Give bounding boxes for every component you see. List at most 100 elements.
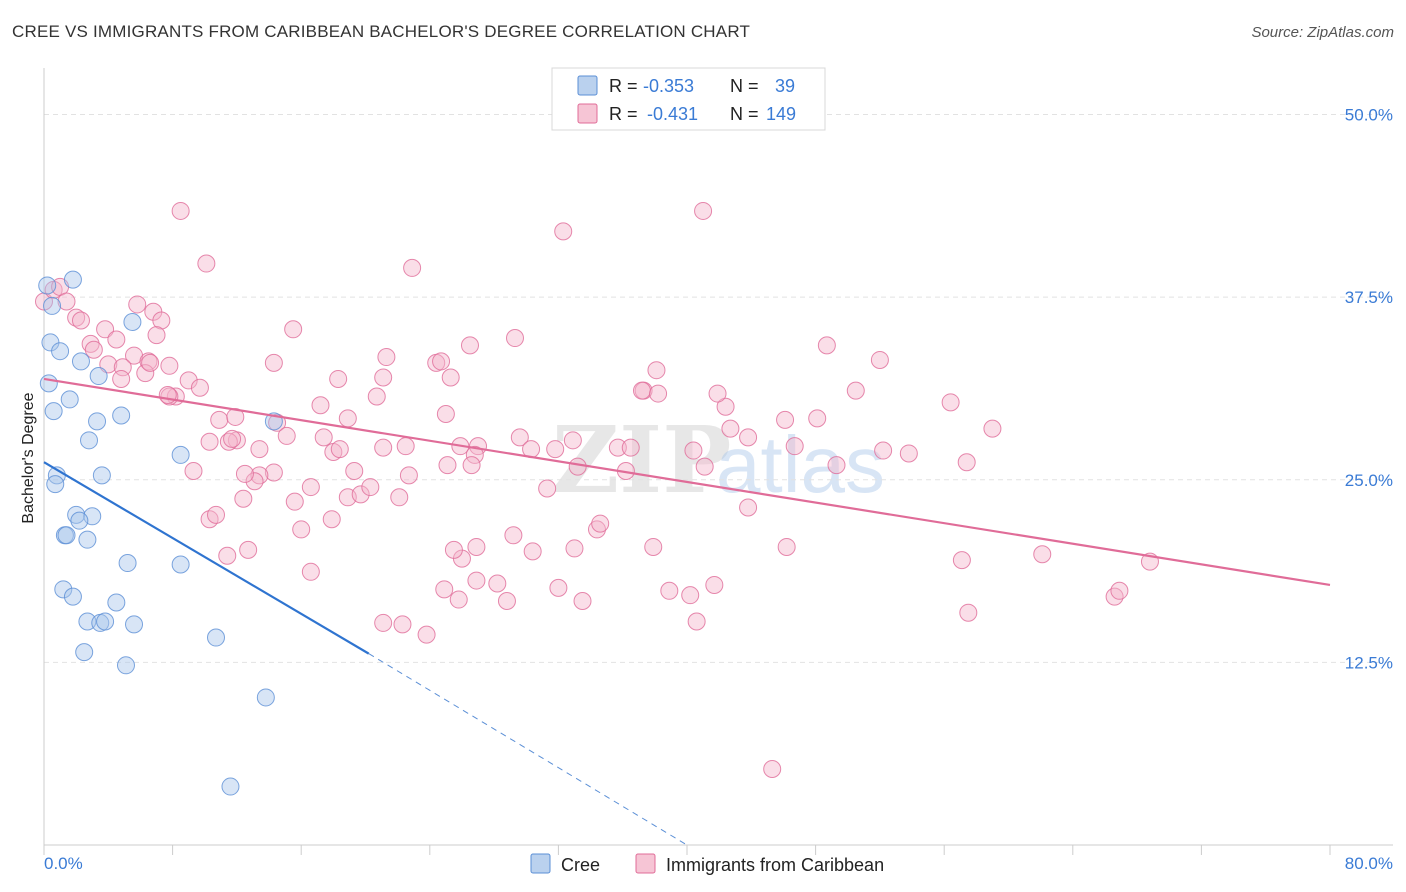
caribbean-point bbox=[568, 457, 587, 476]
caribbean-point bbox=[785, 437, 804, 456]
caribbean-trend-line bbox=[43, 377, 1331, 587]
caribbean-point bbox=[721, 419, 740, 438]
caribbean-point bbox=[351, 485, 370, 504]
caribbean-point bbox=[99, 355, 118, 374]
caribbean-point bbox=[417, 625, 436, 644]
cree-points bbox=[38, 270, 283, 796]
caribbean-point bbox=[777, 537, 796, 556]
cree-point bbox=[221, 777, 240, 796]
legend-n-label-caribbean: N = bbox=[730, 104, 759, 124]
cree-point bbox=[51, 342, 70, 361]
chart-title: CREE VS IMMIGRANTS FROM CARIBBEAN BACHEL… bbox=[12, 22, 751, 41]
caribbean-point bbox=[565, 539, 584, 558]
caribbean-point bbox=[438, 456, 457, 475]
caribbean-point bbox=[301, 562, 320, 581]
caribbean-point bbox=[277, 426, 296, 445]
caribbean-point bbox=[264, 463, 283, 482]
cree-point bbox=[70, 511, 89, 530]
y-tick-label: 25.0% bbox=[1345, 471, 1393, 490]
legend-r-value-cree: -0.353 bbox=[643, 76, 694, 96]
caribbean-point bbox=[808, 409, 827, 428]
caribbean-point bbox=[393, 615, 412, 634]
caribbean-point bbox=[184, 461, 203, 480]
cree-point bbox=[125, 615, 144, 634]
caribbean-point bbox=[367, 387, 386, 406]
caribbean-point bbox=[687, 612, 706, 631]
caribbean-point bbox=[245, 472, 264, 491]
caribbean-point bbox=[952, 551, 971, 570]
cree-point bbox=[256, 688, 275, 707]
correlation-legend: R = -0.353 N = 39 R = -0.431 N = 149 bbox=[551, 67, 826, 131]
caribbean-point bbox=[338, 409, 357, 428]
caribbean-point bbox=[81, 334, 100, 353]
caribbean-point bbox=[846, 381, 865, 400]
cree-point bbox=[38, 276, 57, 295]
caribbean-point bbox=[497, 592, 516, 611]
cree-point bbox=[78, 530, 97, 549]
caribbean-point bbox=[71, 311, 90, 330]
caribbean-point bbox=[467, 537, 486, 556]
caribbean-point bbox=[147, 326, 166, 345]
caribbean-point bbox=[510, 428, 529, 447]
cree-point bbox=[123, 312, 142, 331]
caribbean-point bbox=[200, 432, 219, 451]
caribbean-point bbox=[107, 330, 126, 349]
caribbean-point bbox=[210, 410, 229, 429]
cree-point bbox=[88, 412, 107, 431]
cree-trend-line bbox=[43, 461, 370, 655]
caribbean-point bbox=[235, 464, 254, 483]
cree-point bbox=[71, 352, 90, 371]
cree-point bbox=[207, 628, 226, 647]
caribbean-point bbox=[432, 352, 451, 371]
bottom-legend-cree: Cree bbox=[561, 855, 600, 875]
caribbean-point bbox=[587, 520, 606, 539]
caribbean-point bbox=[608, 438, 627, 457]
cree-point bbox=[46, 475, 65, 494]
legend-n-value-cree: 39 bbox=[775, 76, 795, 96]
cree-point bbox=[57, 526, 76, 545]
caribbean-point bbox=[705, 575, 724, 594]
caribbean-point bbox=[264, 353, 283, 372]
cree-point bbox=[75, 643, 94, 662]
caribbean-point bbox=[322, 510, 341, 529]
caribbean-point bbox=[763, 760, 782, 779]
caribbean-point bbox=[941, 393, 960, 412]
cree-point bbox=[39, 374, 58, 393]
watermark-atlas: atlas bbox=[716, 420, 885, 509]
caribbean-point bbox=[462, 456, 481, 475]
cree-point bbox=[89, 367, 108, 386]
caribbean-point bbox=[444, 540, 463, 559]
y-tick-labels: 12.5% 25.0% 37.5% 50.0% bbox=[1345, 106, 1393, 673]
caribbean-point bbox=[179, 371, 198, 390]
legend-r-label-caribbean: R = bbox=[609, 104, 638, 124]
caribbean-point bbox=[538, 479, 557, 498]
caribbean-point bbox=[563, 431, 582, 450]
cree-point bbox=[171, 555, 190, 574]
caribbean-point bbox=[390, 488, 409, 507]
caribbean-point bbox=[250, 440, 269, 459]
caribbean-point bbox=[460, 336, 479, 355]
axes bbox=[43, 68, 1393, 855]
legend-n-value-caribbean: 149 bbox=[766, 104, 796, 124]
caribbean-point bbox=[776, 410, 795, 429]
caribbean-point bbox=[899, 444, 918, 463]
caribbean-point bbox=[739, 498, 758, 517]
caribbean-point bbox=[1105, 587, 1124, 606]
series-legend: Cree Immigrants from Caribbean bbox=[530, 853, 884, 875]
caribbean-point bbox=[292, 520, 311, 539]
caribbean-point bbox=[285, 492, 304, 511]
caribbean-point bbox=[399, 466, 418, 485]
caribbean-point bbox=[374, 613, 393, 632]
caribbean-point bbox=[67, 308, 86, 327]
caribbean-point bbox=[314, 428, 333, 447]
caribbean-point bbox=[957, 453, 976, 472]
caribbean-point bbox=[403, 258, 422, 277]
caribbean-point bbox=[870, 350, 889, 369]
x-tick-min: 0.0% bbox=[44, 854, 83, 873]
caribbean-point bbox=[523, 542, 542, 561]
caribbean-point bbox=[301, 478, 320, 497]
cree-point bbox=[92, 466, 111, 485]
caribbean-point bbox=[621, 438, 640, 457]
caribbean-point bbox=[57, 292, 76, 311]
